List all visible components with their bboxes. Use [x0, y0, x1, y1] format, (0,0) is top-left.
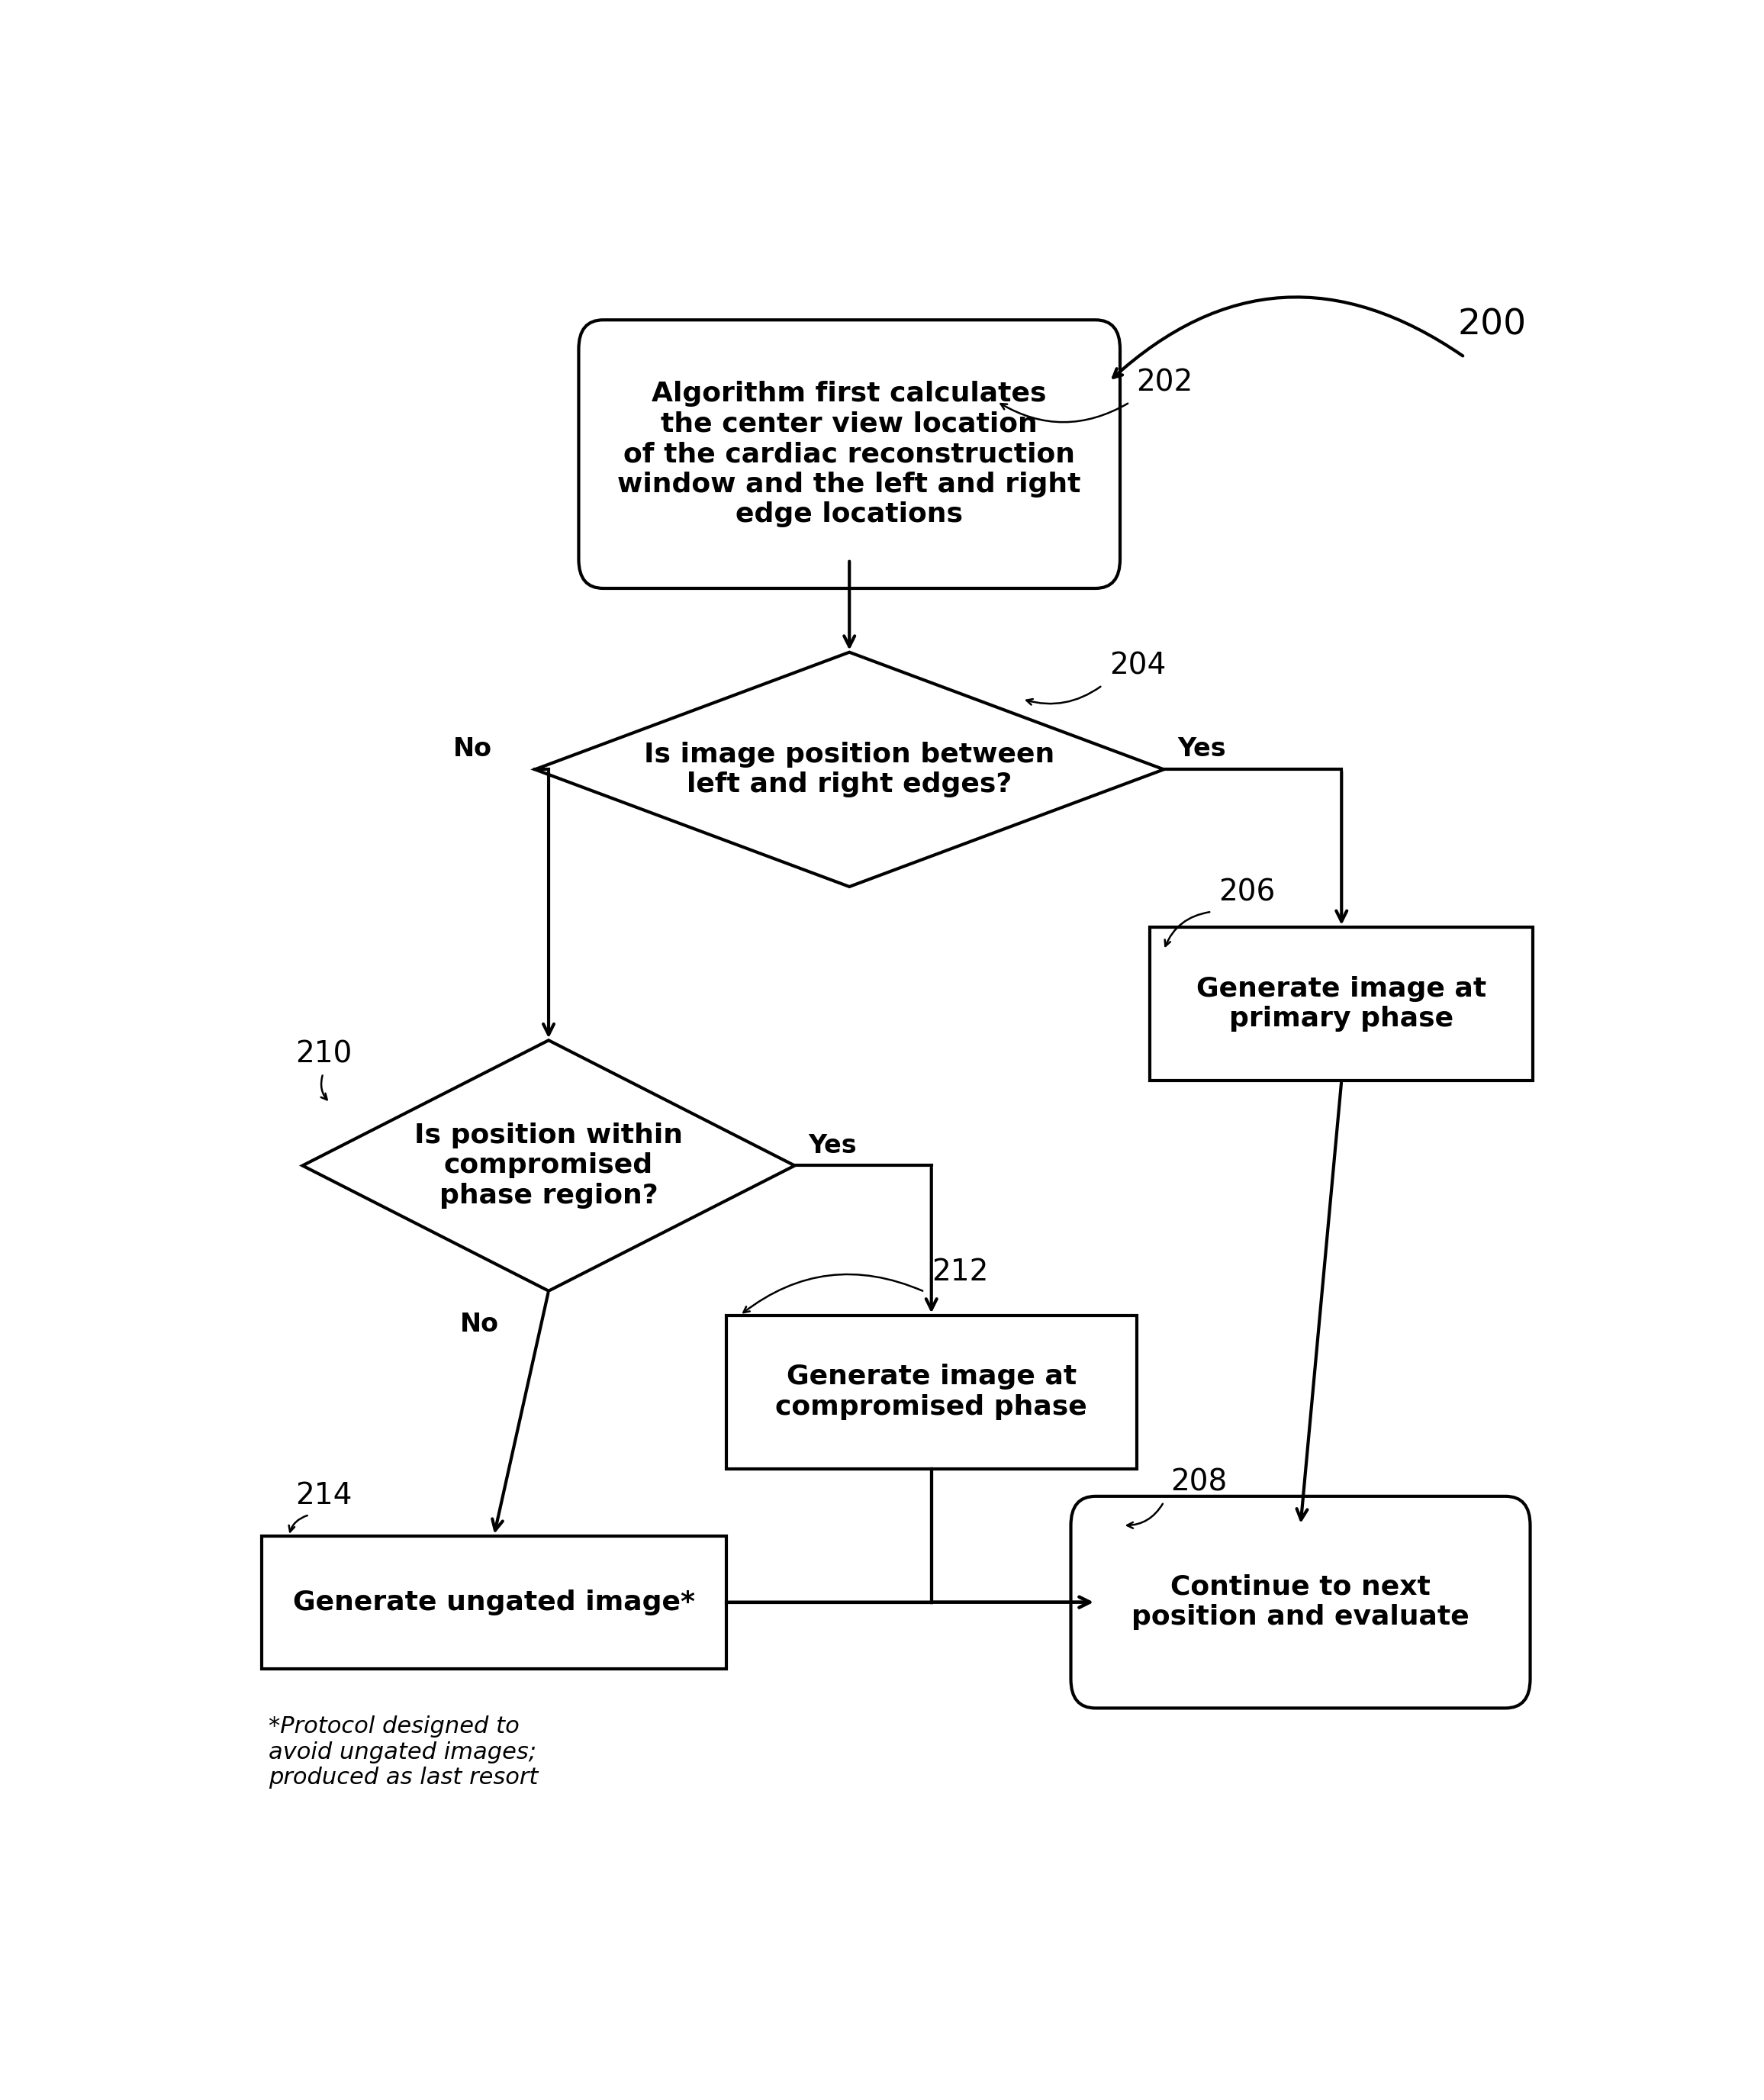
- Polygon shape: [303, 1040, 794, 1292]
- Text: 200: 200: [1457, 307, 1526, 342]
- Text: Is image position between
left and right edges?: Is image position between left and right…: [644, 741, 1055, 798]
- Text: *Protocol designed to
avoid ungated images;
produced as last resort: *Protocol designed to avoid ungated imag…: [268, 1716, 538, 1789]
- Text: 204: 204: [1110, 651, 1166, 680]
- Bar: [727, 1315, 1136, 1468]
- Text: 202: 202: [1136, 368, 1192, 397]
- Text: Generate image at
compromised phase: Generate image at compromised phase: [776, 1365, 1087, 1420]
- Text: 214: 214: [296, 1480, 353, 1510]
- Text: No: No: [453, 737, 492, 762]
- Text: Generate image at
primary phase: Generate image at primary phase: [1196, 977, 1487, 1031]
- Polygon shape: [534, 653, 1164, 886]
- Text: Continue to next
position and evaluate: Continue to next position and evaluate: [1131, 1575, 1469, 1630]
- Text: Yes: Yes: [1178, 737, 1226, 762]
- Bar: [1150, 926, 1533, 1082]
- Text: Generate ungated image*: Generate ungated image*: [293, 1590, 695, 1615]
- Bar: [261, 1535, 727, 1670]
- Text: 210: 210: [296, 1040, 353, 1069]
- Text: 206: 206: [1219, 878, 1275, 907]
- Text: Algorithm first calculates
the center view location
of the cardiac reconstructio: Algorithm first calculates the center vi…: [617, 380, 1081, 527]
- Text: Is position within
compromised
phase region?: Is position within compromised phase reg…: [415, 1124, 683, 1210]
- Text: Yes: Yes: [808, 1132, 857, 1157]
- Text: No: No: [460, 1312, 499, 1338]
- FancyBboxPatch shape: [579, 319, 1120, 588]
- Text: 208: 208: [1171, 1468, 1228, 1497]
- Text: 212: 212: [931, 1258, 988, 1287]
- FancyBboxPatch shape: [1071, 1497, 1529, 1707]
